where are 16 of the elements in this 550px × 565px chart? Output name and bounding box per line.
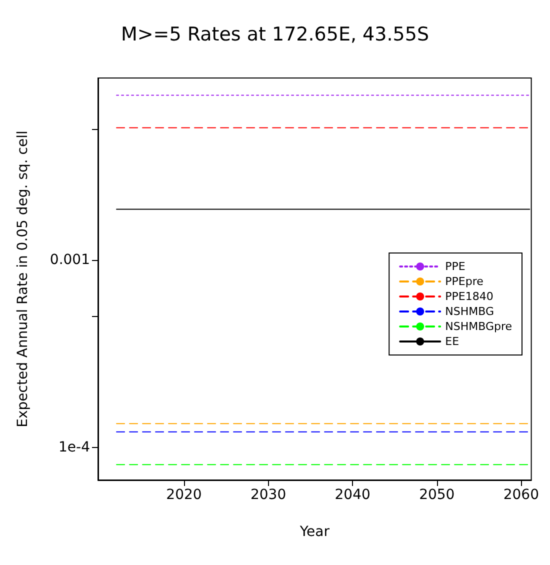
y-tick-label: 0.001: [50, 252, 90, 268]
x-tick-label: 2020: [166, 487, 202, 503]
legend-label: PPE1840: [445, 290, 494, 303]
legend-label: EE: [445, 335, 460, 348]
x-tick-label: 2060: [503, 487, 540, 503]
legend-label: PPEpre: [445, 275, 484, 288]
y-tick-label: 1e-4: [58, 439, 90, 456]
legend-label: PPE: [445, 260, 466, 273]
chart-title: M>=5 Rates at 172.65E, 43.55S: [120, 24, 430, 46]
x-tick-label: 2040: [334, 487, 370, 503]
x-tick-label: 2030: [250, 487, 286, 503]
x-tick-label: 2050: [419, 487, 455, 503]
x-axis-title: Year: [298, 524, 330, 540]
legend-label: NSHMBG: [445, 305, 494, 318]
y-axis-title: Expected Annual Rate in 0.05 deg. sq. cell: [15, 130, 31, 428]
legend-label: NSHMBGpre: [445, 320, 512, 333]
